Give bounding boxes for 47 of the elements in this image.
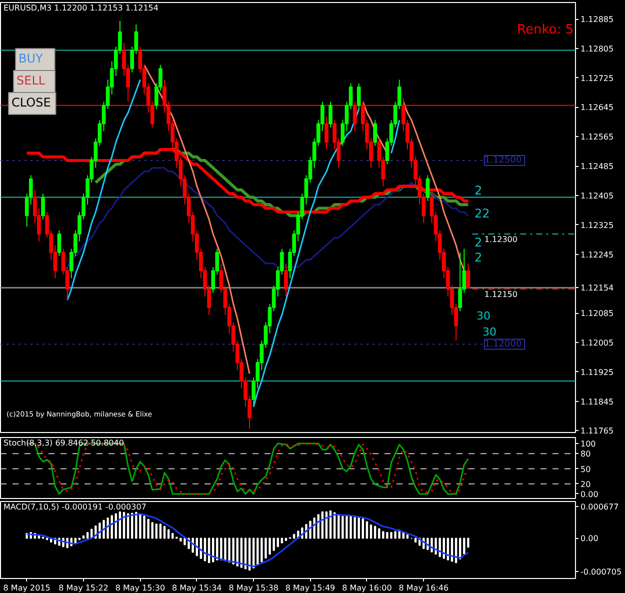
y-tick-label: 1.12805: [580, 44, 614, 54]
x-tick-label: 8 May 2015: [3, 584, 50, 592]
y-tick-label: 1.12405: [580, 191, 614, 200]
y-tick-label: 1.11845: [580, 397, 614, 406]
y-tick-label: 1.12725: [580, 74, 614, 83]
ref-line-label: 1.12500: [484, 156, 522, 166]
annotation: 22: [474, 206, 490, 220]
x-tick-label: 8 May 15:22: [58, 584, 108, 592]
ref-line-label: 1.12300: [484, 235, 518, 244]
annotation: 30: [476, 310, 490, 322]
y-tick-label: 1.11925: [580, 368, 614, 377]
y-tick-label: 20: [580, 480, 591, 489]
annotation: CLOSE: [12, 96, 51, 110]
annotation: Renko: 5: [517, 22, 574, 38]
y-tick-label: 1.12245: [580, 250, 614, 260]
y-tick-label: 0.00: [580, 534, 598, 544]
chart-title: MACD(7,10,5) -0.000191 -0.000307: [4, 502, 146, 512]
annotation: 30: [482, 326, 496, 338]
x-tick-label: 8 May 16:46: [398, 584, 449, 592]
y-tick-label: 1.11765: [580, 426, 614, 436]
x-tick-label: 8 May 15:34: [172, 584, 222, 592]
annotation: BUY: [18, 52, 44, 66]
x-tick-label: 8 May 15:49: [285, 584, 336, 592]
x-tick-label: 8 May 15:38: [228, 584, 278, 592]
ref-line-label: 1.12154: [580, 284, 614, 293]
y-tick-label: 100: [580, 440, 596, 449]
y-tick-label: 80: [580, 450, 591, 459]
x-tick-label: 8 May 15:30: [115, 584, 166, 592]
ref-line-label: 1.12000: [484, 339, 522, 350]
chart-title: EURUSD,M3 1.12200 1.12153 1.12154: [4, 4, 158, 12]
y-tick-label: 0.000677: [580, 502, 619, 512]
y-tick-label: -0.000705: [580, 567, 622, 576]
annotation: 2: [474, 184, 482, 198]
y-tick-label: 1.12325: [580, 220, 614, 230]
y-tick-label: 1.12645: [580, 103, 614, 112]
ref-line-label: 1.12150: [484, 290, 518, 300]
y-tick-label: 1.12485: [580, 162, 614, 172]
y-tick-label: 1.12885: [580, 15, 614, 24]
annotation: SELL: [16, 74, 46, 88]
y-tick-label: 1.12005: [580, 338, 614, 348]
annotation: 2: [474, 250, 482, 264]
y-tick-label: 1.12565: [580, 132, 614, 142]
annotation: 2: [474, 236, 482, 250]
y-tick-label: 0.00: [580, 490, 598, 499]
y-tick-label: 50: [580, 464, 591, 474]
x-tick-label: 8 May 16:00: [342, 584, 392, 592]
y-tick-label: 1.12085: [580, 309, 614, 318]
